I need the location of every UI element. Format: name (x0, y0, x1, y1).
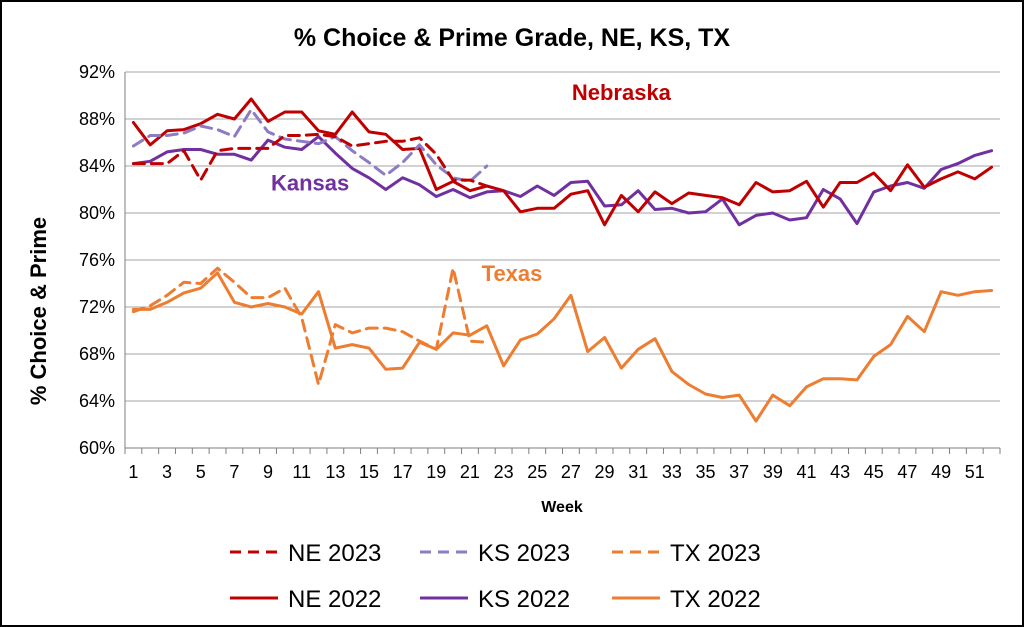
chart-title: % Choice & Prime Grade, NE, KS, TX (294, 24, 731, 52)
x-tick-label: 35 (696, 462, 716, 482)
x-tick-label: 17 (393, 462, 413, 482)
y-tick-label: 72% (79, 297, 115, 317)
x-tick-label: 13 (325, 462, 345, 482)
x-tick-label: 37 (729, 462, 749, 482)
x-tick-label: 15 (359, 462, 379, 482)
x-axis-label: Week (541, 499, 583, 516)
y-tick-label: 68% (79, 344, 115, 364)
x-tick-label: 45 (864, 462, 884, 482)
y-axis-label: % Choice & Prime (26, 217, 51, 405)
x-tick-label: 7 (229, 462, 239, 482)
x-tick-label: 27 (561, 462, 581, 482)
legend-item: TX 2023 (612, 540, 761, 567)
annotations: Nebraska Kansas Texas (271, 80, 672, 286)
legend-label: NE 2023 (288, 540, 381, 567)
series-line-tx-2023 (131, 266, 489, 386)
x-tick-label: 25 (527, 462, 547, 482)
x-tick-label: 33 (662, 462, 682, 482)
annotation-nebraska: Nebraska (572, 80, 672, 105)
annotation-kansas: Kansas (271, 171, 349, 196)
series-line-ks-2023 (131, 108, 489, 183)
legend-label: TX 2022 (670, 586, 761, 613)
series-lines (131, 97, 994, 423)
y-tick-labels: 60% 64% 68% 72% 76% 80% 84% 88% 92% (79, 62, 115, 458)
y-tick-label: 88% (79, 109, 115, 129)
x-tick-labels: 1 3 5 7 9 11 13 15 17 19 21 23 25 27 29 31 33 35 37 39 41 43 4… (128, 462, 984, 482)
x-tick-label: 43 (830, 462, 850, 482)
x-tick-label: 39 (763, 462, 783, 482)
y-tick-label: 60% (79, 438, 115, 458)
y-tick-label: 80% (79, 203, 115, 223)
x-tick-label: 41 (796, 462, 816, 482)
y-tick-label: 76% (79, 250, 115, 270)
x-tick-label: 1 (128, 462, 138, 482)
legend-item: TX 2022 (612, 586, 761, 613)
y-tick-label: 64% (79, 391, 115, 411)
x-tick-label: 11 (292, 462, 311, 482)
series-line-ne-2022 (131, 97, 994, 227)
x-tick-label: 51 (965, 462, 985, 482)
y-tick-label: 84% (79, 156, 115, 176)
legend-label: KS 2022 (478, 586, 570, 613)
x-tick-label: 49 (931, 462, 951, 482)
legend-item: NE 2023 (230, 540, 381, 567)
x-tick-label: 29 (595, 462, 615, 482)
legend: NE 2023 KS 2023 TX 2023 NE 2022 KS 2022 TX 20… (230, 540, 761, 613)
legend-item: NE 2022 (230, 586, 381, 613)
x-tick-label: 3 (162, 462, 172, 482)
legend-label: TX 2023 (670, 540, 761, 567)
axes (124, 72, 1001, 454)
legend-label: NE 2022 (288, 586, 381, 613)
gridlines (125, 71, 1000, 449)
legend-label: KS 2023 (478, 540, 570, 567)
x-tick-label: 47 (897, 462, 917, 482)
x-tick-label: 21 (460, 462, 480, 482)
x-tick-label: 31 (628, 462, 648, 482)
x-tick-label: 23 (494, 462, 514, 482)
x-tick-label: 5 (196, 462, 206, 482)
y-tick-label: 92% (79, 62, 115, 82)
legend-item: KS 2023 (420, 540, 570, 567)
x-tick-label: 9 (263, 462, 273, 482)
series-line-tx-2022 (131, 271, 994, 423)
annotation-texas: Texas (482, 261, 543, 286)
x-tick-label: 19 (426, 462, 446, 482)
series-line-ne-2023 (131, 132, 489, 188)
legend-item: KS 2022 (420, 586, 570, 613)
